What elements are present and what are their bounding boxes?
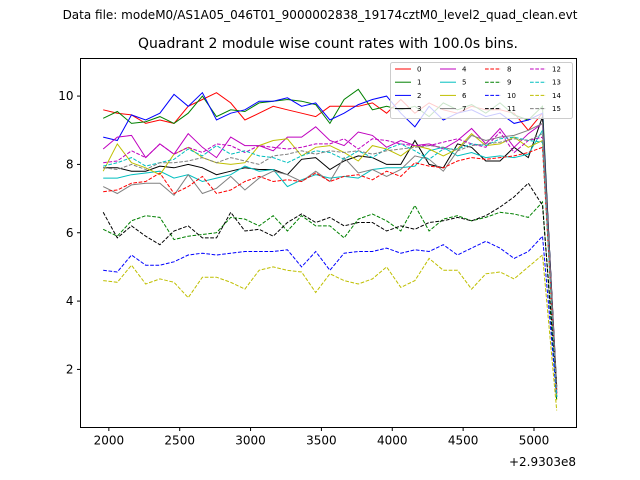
series-line-4 [102,122,558,394]
series-line-10 [103,235,558,397]
y-tick-label: 10 [58,89,73,103]
legend-label: 8 [507,66,511,74]
legend-label: 7 [462,105,466,113]
series-line-3 [103,116,558,387]
series-line-9 [102,200,558,401]
legend-label: 5 [462,79,466,87]
x-tick-label: 2500 [164,434,195,448]
series-line-11 [102,182,558,387]
legend-box [390,62,573,119]
legend-label: 12 [552,66,561,74]
series-line-5 [103,128,558,397]
series-line-13 [103,136,558,397]
legend-label: 10 [507,92,516,100]
legend-label: 6 [462,92,467,100]
series-line-6 [102,133,558,401]
legend-label: 4 [462,66,467,74]
legend-label: 14 [552,92,561,100]
series-line-15 [103,132,558,390]
x-tick-label: 5000 [519,434,550,448]
y-tick-label: 6 [66,226,74,240]
series-layer [102,88,558,411]
legend-label: 11 [507,105,516,113]
legend-label: 1 [417,79,421,87]
legend-label: 3 [417,105,421,113]
x-axis-offset-label: +2.9303e8 [509,455,576,469]
x-tick-label: 4500 [448,434,479,448]
legend-label: 2 [417,92,421,100]
x-axis: 2000 2500 3000 3500 4000 4500 5000 [94,427,550,448]
x-tick-label: 2000 [94,434,125,448]
y-tick-label: 4 [66,294,74,308]
legend-label: 0 [417,66,421,74]
series-line-2 [103,91,558,390]
x-tick-label: 4000 [377,434,408,448]
x-tick-label: 3000 [235,434,266,448]
series-line-8 [103,146,558,394]
series-line-7 [102,122,558,390]
chart-title: Quadrant 2 module wise count rates with … [138,36,518,52]
legend-label: 9 [507,79,511,87]
plot-frame [80,58,577,428]
figure-suptitle: Data file: modeM0/AS1A05_046T01_90000028… [62,8,578,22]
y-axis: 2 4 6 8 10 [58,89,81,376]
series-line-12 [103,131,558,394]
series-line-14 [103,254,558,411]
legend-label: 13 [552,79,561,87]
y-tick-label: 2 [66,362,74,376]
legend-label: 15 [552,105,561,113]
x-tick-label: 3500 [306,434,337,448]
y-tick-label: 8 [66,157,74,171]
